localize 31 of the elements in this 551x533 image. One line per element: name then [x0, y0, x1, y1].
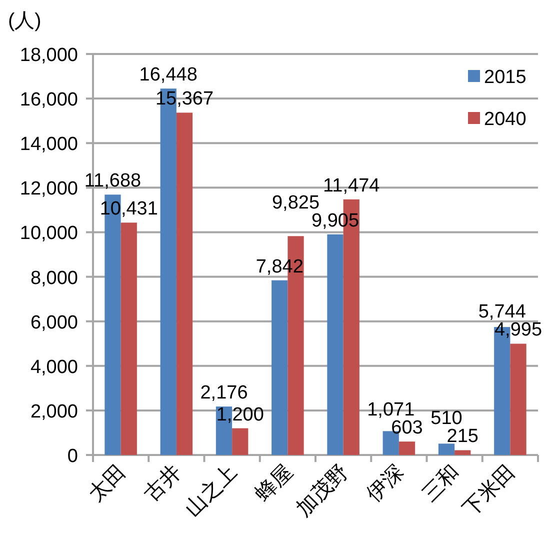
bar	[272, 280, 288, 455]
y-tick-label: 8,000	[30, 268, 78, 289]
bar	[232, 428, 248, 455]
y-axis-title: (人)	[8, 10, 42, 32]
bar	[510, 344, 526, 455]
y-tick-label: 4,000	[30, 356, 78, 378]
y-tick-label: 12,000	[20, 178, 78, 200]
bar	[327, 234, 344, 455]
bar	[120, 222, 137, 455]
x-tick-label: 蜂屋	[251, 460, 298, 506]
data-label: 11,474	[323, 175, 380, 196]
x-tick-label: 太田	[84, 460, 130, 506]
bar	[454, 450, 471, 455]
data-label: 16,448	[139, 64, 198, 86]
y-tick-label: 18,000	[20, 45, 78, 66]
bar	[438, 444, 455, 455]
x-tick-label: 伊深	[362, 460, 408, 506]
y-tick-label: 6,000	[30, 312, 78, 334]
bar	[176, 112, 193, 455]
y-tick-label: 10,000	[20, 223, 78, 244]
bar	[398, 442, 416, 455]
data-label: 11,688	[84, 170, 142, 192]
y-tick-label: 14,000	[20, 134, 78, 156]
data-label: 2,176	[200, 382, 248, 404]
y-tick-label: 16,000	[20, 90, 78, 111]
legend-label: 2015	[484, 67, 526, 88]
data-label: 9,825	[272, 192, 320, 214]
y-tick-label: 2,000	[30, 401, 78, 422]
legend-label: 2040	[484, 109, 526, 130]
y-tick-label: 0	[67, 446, 78, 467]
x-tick-label: 下米田	[458, 460, 520, 522]
